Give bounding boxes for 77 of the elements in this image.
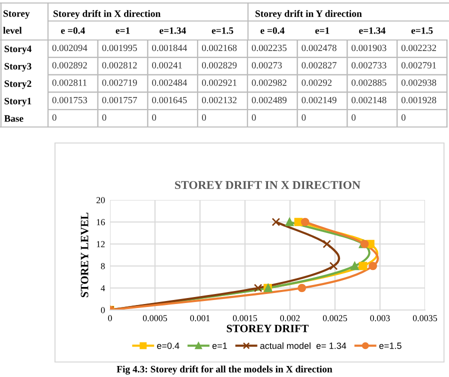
x-tick-label: e=1.34 — [160, 27, 186, 34]
data-label: 0.002168 — [202, 44, 237, 52]
data-label: 0.001645 — [152, 96, 187, 104]
data-label: 0.002811 — [52, 79, 86, 86]
legend-label: actual model e= 1.34 — [260, 342, 346, 349]
y-tick-label: 0 — [100, 307, 105, 314]
data-label: 0 — [202, 114, 206, 121]
data-label: 0.00241 — [152, 62, 182, 69]
legend-label: e=1 — [212, 342, 227, 349]
data-label: 0.002719 — [102, 79, 137, 86]
x-axis-title: STOREY DRIFT — [226, 324, 309, 332]
data-label: 0.002938 — [401, 79, 436, 86]
data-label: 0.002478 — [302, 44, 336, 52]
data-label: 0.001928 — [401, 96, 436, 104]
x-tick-label: e =0.4 — [260, 27, 284, 34]
data-label: 0 — [302, 114, 306, 121]
x-tick-label: e=1 — [116, 27, 130, 34]
data-label: 0.002812 — [102, 62, 137, 69]
x-tick-label: e=1.5 — [212, 27, 234, 34]
data-label: 0.001995 — [102, 44, 137, 52]
data-label: 0.001844 — [152, 44, 188, 52]
data-label: 0.002489 — [252, 96, 287, 104]
chart-title: STOREY DRIFT IN X DIRECTION — [175, 181, 360, 190]
y-tick-label: Story1 — [4, 98, 32, 106]
text: Storey drift in X direction — [54, 10, 161, 19]
x-tick-label: 0.0005 — [142, 315, 168, 322]
y-tick-label: Base — [4, 115, 24, 122]
x-tick-label: 0.002 — [280, 315, 300, 322]
data-label: 0 — [52, 114, 56, 121]
data-label: 0.001753 — [52, 96, 88, 104]
y-axis-title: STOREY LEVEL — [80, 212, 88, 298]
data-label: 0 — [352, 114, 356, 121]
x-tick-label: e=1.5 — [411, 27, 433, 34]
data-label: 0.002094 — [52, 44, 88, 52]
y-tick-label: 4 — [100, 285, 105, 292]
x-tick-label: e=1 — [315, 27, 330, 34]
data-label: 0.002885 — [352, 79, 386, 86]
data-label: 0.002484 — [152, 79, 188, 86]
y-tick-label: 12 — [96, 241, 105, 248]
data-label: 0.002235 — [252, 44, 287, 52]
data-label: 0.001903 — [352, 44, 386, 52]
data-label: 0.002733 — [352, 62, 386, 69]
data-label: 0.002892 — [52, 62, 87, 69]
data-label: 0.002982 — [252, 79, 286, 86]
data-label: 0.002921 — [202, 79, 236, 86]
legend-label: e=1.5 — [379, 342, 402, 349]
x-tick-label: e=1.34 — [359, 27, 386, 34]
data-label: 0.002132 — [202, 96, 237, 104]
text: Storey drift in Y direction — [256, 10, 362, 19]
x-tick-label: 0.0015 — [232, 315, 258, 322]
legend-label: e=0.4 — [157, 342, 180, 349]
data-label: 0.002149 — [302, 96, 336, 104]
data-label: 0.00292 — [302, 79, 332, 86]
y-tick-label: Story4 — [4, 46, 32, 54]
caption: Fig 4.3: Storey drift for all the models in X direction — [116, 366, 332, 374]
data-label: 0.00273 — [252, 62, 282, 69]
data-label: 0.001757 — [102, 96, 138, 104]
x-tick-label: e =0.4 — [61, 27, 85, 34]
data-label: 0 — [401, 114, 406, 121]
data-label: 0.002232 — [401, 44, 436, 52]
y-tick-label: Story3 — [4, 63, 32, 72]
x-tick-label: 0.0025 — [322, 315, 348, 322]
data-label: 0.002829 — [202, 62, 237, 69]
x-tick-label: 0.001 — [190, 315, 210, 322]
data-label: 0 — [252, 114, 256, 121]
y-tick-label: Story2 — [4, 80, 32, 89]
data-label: 0.002148 — [352, 96, 386, 104]
y-tick-label: 8 — [100, 263, 105, 270]
data-label: 0 — [152, 114, 156, 121]
y-tick-label: 20 — [96, 197, 105, 204]
data-label: 0.002827 — [302, 62, 337, 69]
x-tick-label: 0.0035 — [412, 315, 438, 322]
x-tick-label: 0.003 — [370, 315, 390, 322]
y-tick-label: 16 — [96, 219, 105, 226]
text: Storey level — [3, 10, 30, 34]
x-tick-label: 0 — [108, 315, 112, 322]
data-label: 0.002791 — [401, 62, 436, 69]
